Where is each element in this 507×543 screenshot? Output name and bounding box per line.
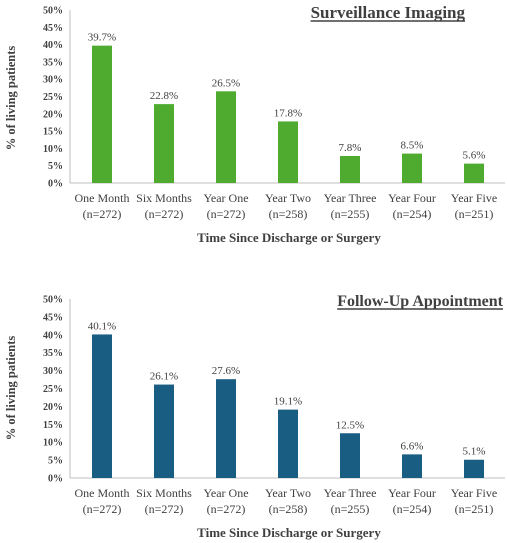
bar	[464, 163, 484, 183]
x-tick-label: Year Four	[388, 191, 436, 205]
y-tick-label: 25%	[43, 92, 63, 103]
bar-value-label: 26.5%	[212, 77, 240, 89]
bar	[340, 433, 360, 478]
bar-value-label: 27.6%	[212, 365, 240, 377]
x-tick-n-label: (n=251)	[455, 502, 494, 516]
y-tick-label: 0%	[48, 474, 63, 485]
x-tick-label: Year Five	[451, 486, 497, 500]
y-tick-label: 5%	[48, 456, 63, 467]
bar	[92, 45, 112, 183]
x-tick-n-label: (n=258)	[269, 207, 308, 221]
bar	[92, 334, 112, 478]
bar	[216, 91, 236, 183]
x-tick-label: Year Four	[388, 486, 436, 500]
bar	[216, 379, 236, 478]
y-axis-title: % of living patients	[4, 336, 18, 441]
bar-value-label: 40.1%	[88, 320, 116, 332]
x-tick-n-label: (n=272)	[145, 502, 184, 516]
bar	[278, 121, 298, 183]
y-tick-label: 15%	[43, 127, 63, 138]
chart-1: 0% 5% 10% 15% 20% 25% 30% 35% 40% 45% 50% 39.7% One …	[4, 3, 505, 245]
y-tick-label: 30%	[43, 366, 63, 377]
x-tick-n-label: (n=254)	[393, 207, 432, 221]
bar-value-label: 5.1%	[463, 446, 486, 458]
bar-value-label: 7.8%	[339, 142, 362, 154]
x-tick-label: Six Months	[136, 486, 192, 500]
bar-value-label: 26.1%	[150, 371, 178, 383]
y-tick-label: 45%	[43, 23, 63, 34]
x-axis-title: Time Since Discharge or Surgery	[197, 230, 381, 245]
y-tick-label: 5%	[48, 161, 63, 172]
x-tick-label: One Month	[75, 191, 130, 205]
x-tick-n-label: (n=272)	[83, 502, 122, 516]
x-tick-label: Year One	[203, 486, 248, 500]
x-tick-label: Year Three	[324, 486, 377, 500]
x-tick-n-label: (n=255)	[331, 207, 370, 221]
y-tick-label: 20%	[43, 109, 63, 120]
y-tick-label: 45%	[43, 312, 63, 323]
bar	[154, 104, 174, 183]
x-tick-n-label: (n=258)	[269, 502, 308, 516]
y-tick-label: 20%	[43, 402, 63, 413]
y-tick-label: 35%	[43, 348, 63, 359]
x-tick-n-label: (n=255)	[331, 502, 370, 516]
x-tick-n-label: (n=251)	[455, 207, 494, 221]
bar-value-label: 22.8%	[150, 90, 178, 102]
y-tick-label: 25%	[43, 384, 63, 395]
y-tick-label: 0%	[48, 179, 63, 190]
y-tick-label: 40%	[43, 40, 63, 51]
bar-value-label: 39.7%	[88, 32, 116, 44]
bar-value-label: 17.8%	[274, 107, 302, 119]
bar	[154, 384, 174, 478]
bar-value-label: 12.5%	[336, 419, 364, 431]
x-tick-label: Year Five	[451, 191, 497, 205]
chart-title: Surveillance Imaging	[311, 3, 466, 22]
x-tick-label: Year One	[203, 191, 248, 205]
bar	[464, 459, 484, 478]
y-axis-title: % of living patients	[4, 46, 18, 151]
chart-2: 0% 5% 10% 15% 20% 25% 30% 35% 40% 45% 50% 40.1% One …	[4, 293, 505, 540]
x-tick-n-label: (n=272)	[145, 207, 184, 221]
x-tick-n-label: (n=272)	[207, 502, 246, 516]
bar-value-label: 5.6%	[463, 150, 486, 162]
x-axis-title: Time Since Discharge or Surgery	[197, 525, 381, 540]
x-tick-n-label: (n=254)	[393, 502, 432, 516]
bar-value-label: 6.6%	[401, 440, 424, 452]
bar	[402, 454, 422, 478]
x-tick-label: Year Two	[265, 486, 311, 500]
y-tick-label: 10%	[43, 144, 63, 155]
y-tick-label: 10%	[43, 438, 63, 449]
chart-title: Follow-Up Appointment	[337, 293, 503, 310]
x-tick-label: One Month	[75, 486, 130, 500]
y-tick-label: 50%	[43, 6, 63, 17]
bar	[402, 153, 422, 183]
x-tick-n-label: (n=272)	[83, 207, 122, 221]
x-tick-n-label: (n=272)	[207, 207, 246, 221]
x-tick-label: Six Months	[136, 191, 192, 205]
y-tick-label: 35%	[43, 57, 63, 68]
bar	[278, 409, 298, 478]
bar-value-label: 19.1%	[274, 396, 302, 408]
y-tick-label: 30%	[43, 75, 63, 86]
y-tick-label: 15%	[43, 420, 63, 431]
x-tick-label: Year Two	[265, 191, 311, 205]
y-tick-label: 50%	[43, 295, 63, 306]
bar	[340, 156, 360, 183]
x-tick-label: Year Three	[324, 191, 377, 205]
bar-value-label: 8.5%	[401, 140, 424, 152]
y-tick-label: 40%	[43, 330, 63, 341]
